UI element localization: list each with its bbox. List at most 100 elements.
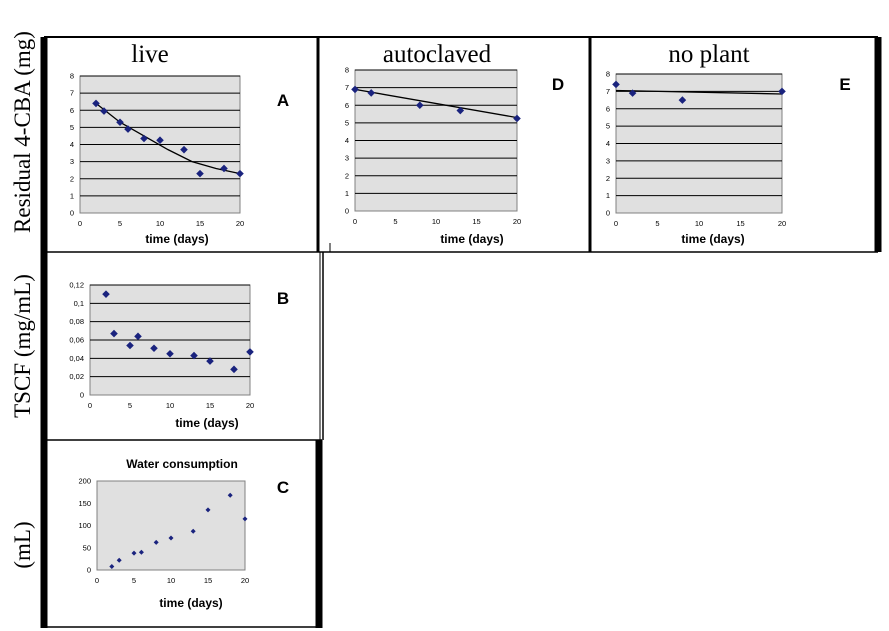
data-point-b	[246, 348, 254, 356]
y-tick-label-c: 100	[78, 521, 91, 530]
data-point-d	[367, 89, 375, 97]
data-point-c	[116, 557, 122, 563]
panel-title-water: Water consumption	[126, 457, 238, 471]
data-point-e	[628, 89, 637, 97]
y-tick-label-e: 1	[606, 191, 610, 200]
panel-a: live A time (days) 0 1 2 3 4 5 6 7 8 0 5 10 15 20	[70, 41, 289, 246]
data-point-a	[196, 169, 204, 178]
data-point-a	[180, 145, 188, 154]
plot-area-c: 0 50 100 150 200 0 5 10 15 20	[78, 477, 249, 586]
trendline-d	[354, 88, 518, 119]
x-tick-label-a: 20	[236, 219, 244, 228]
y-tick-label-d: 3	[345, 154, 349, 163]
x-tick-label-a: 15	[196, 219, 204, 228]
data-point-b	[110, 329, 118, 338]
data-point-b	[206, 357, 214, 365]
y-tick-label-a: 2	[70, 174, 74, 183]
y-tick-label-e: 2	[606, 174, 610, 183]
data-point-e	[678, 96, 687, 104]
y-tick-label-c: 50	[83, 543, 91, 552]
data-point-d	[416, 101, 424, 110]
x-tick-label-d: 0	[353, 217, 357, 226]
data-point-a	[236, 169, 244, 178]
panel-title-autoclaved: autoclaved	[383, 41, 492, 68]
x-tick-label-e: 10	[695, 219, 703, 228]
y-tick-label-d: 8	[345, 66, 349, 75]
x-tick-label-a: 10	[156, 219, 164, 228]
data-point-a	[92, 99, 100, 108]
data-point-c	[168, 535, 174, 541]
y-tick-label-b: 0,1	[74, 299, 84, 308]
y-tick-label-a: 4	[70, 140, 74, 149]
data-point-a	[156, 136, 164, 145]
x-tick-label-a: 0	[78, 219, 82, 228]
y-tick-label-d: 1	[345, 189, 349, 198]
panel-b: B time (days) 0 0,02 0,04 0,06 0,08 0,1 0,12 0 5…	[69, 281, 289, 431]
panel-letter-a: A	[277, 91, 289, 110]
data-point-b	[230, 365, 238, 374]
data-point-c	[190, 528, 196, 534]
data-point-b	[166, 349, 174, 358]
x-tick-label-e: 15	[736, 219, 744, 228]
panel-title-no-plant: no plant	[668, 41, 749, 68]
y-tick-label-d: 6	[345, 101, 349, 110]
data-point-b	[190, 351, 198, 360]
data-point-a	[140, 134, 148, 143]
x-axis-label-a: time (days)	[145, 232, 208, 246]
plot-bg-c	[96, 480, 246, 571]
panel-letter-b: B	[277, 289, 289, 308]
panel-title-live: live	[131, 41, 169, 68]
x-tick-label-d: 15	[472, 217, 480, 226]
data-point-c	[205, 507, 211, 513]
x-tick-label-c: 10	[167, 576, 175, 585]
y-label-tscf: TSCF (mg/mL)	[10, 274, 35, 418]
data-point-d	[456, 106, 465, 115]
data-point-d	[513, 114, 521, 123]
plot-area-a: 0 1 2 3 4 5 6 7 8 0 5 10 15 20	[70, 72, 244, 229]
data-point-a	[124, 125, 132, 133]
y-tick-label-b: 0,12	[69, 281, 84, 290]
y-tick-label-a: 7	[70, 89, 74, 98]
panel-d: autoclaved D time (days) 0 1 2 3 4 5 6 7 8 0 5 10 15…	[345, 41, 564, 246]
data-point-c	[138, 549, 144, 555]
x-tick-label-b: 20	[246, 401, 254, 410]
y-tick-label-a: 3	[70, 157, 74, 166]
data-point-d	[351, 85, 359, 94]
x-tick-label-e: 5	[655, 219, 659, 228]
data-point-b	[102, 290, 110, 298]
frame	[40, 36, 882, 628]
data-point-b	[134, 332, 142, 341]
x-axis-label-e: time (days)	[681, 232, 744, 246]
y-tick-label-b: 0,06	[69, 336, 84, 345]
data-point-a	[220, 164, 228, 173]
y-tick-label-b: 0,02	[69, 372, 84, 381]
y-label-water: (mL)	[10, 521, 35, 568]
y-label-residual: Residual 4-CBA (mg)	[10, 31, 35, 233]
panel-letter-c: C	[277, 478, 289, 497]
x-tick-label-b: 15	[206, 401, 214, 410]
data-point-a	[100, 107, 108, 115]
data-point-c	[131, 550, 137, 556]
y-tick-label-a: 5	[70, 123, 74, 132]
y-tick-label-d: 2	[345, 171, 349, 180]
x-axis-label-c: time (days)	[159, 596, 222, 610]
y-tick-label-d: 7	[345, 83, 349, 92]
plot-area-b: 0 0,02 0,04 0,06 0,08 0,1 0,12 0 5 10 15 20	[69, 281, 254, 411]
y-tick-label-a: 8	[70, 72, 74, 81]
y-tick-label-e: 0	[606, 209, 610, 218]
y-tick-label-c: 0	[87, 566, 91, 575]
data-point-b	[150, 344, 158, 353]
data-point-e	[612, 80, 620, 89]
x-tick-label-e: 20	[778, 219, 786, 228]
y-tick-label-d: 0	[345, 207, 349, 216]
y-tick-label-e: 4	[606, 139, 610, 148]
y-tick-label-e: 6	[606, 104, 610, 113]
y-tick-label-b: 0	[80, 391, 84, 400]
y-tick-label-c: 150	[78, 499, 91, 508]
panel-letter-d: D	[552, 75, 564, 94]
x-tick-label-c: 20	[241, 576, 249, 585]
x-tick-label-d: 10	[432, 217, 440, 226]
y-tick-label-e: 8	[606, 70, 610, 79]
data-point-e	[778, 87, 786, 96]
